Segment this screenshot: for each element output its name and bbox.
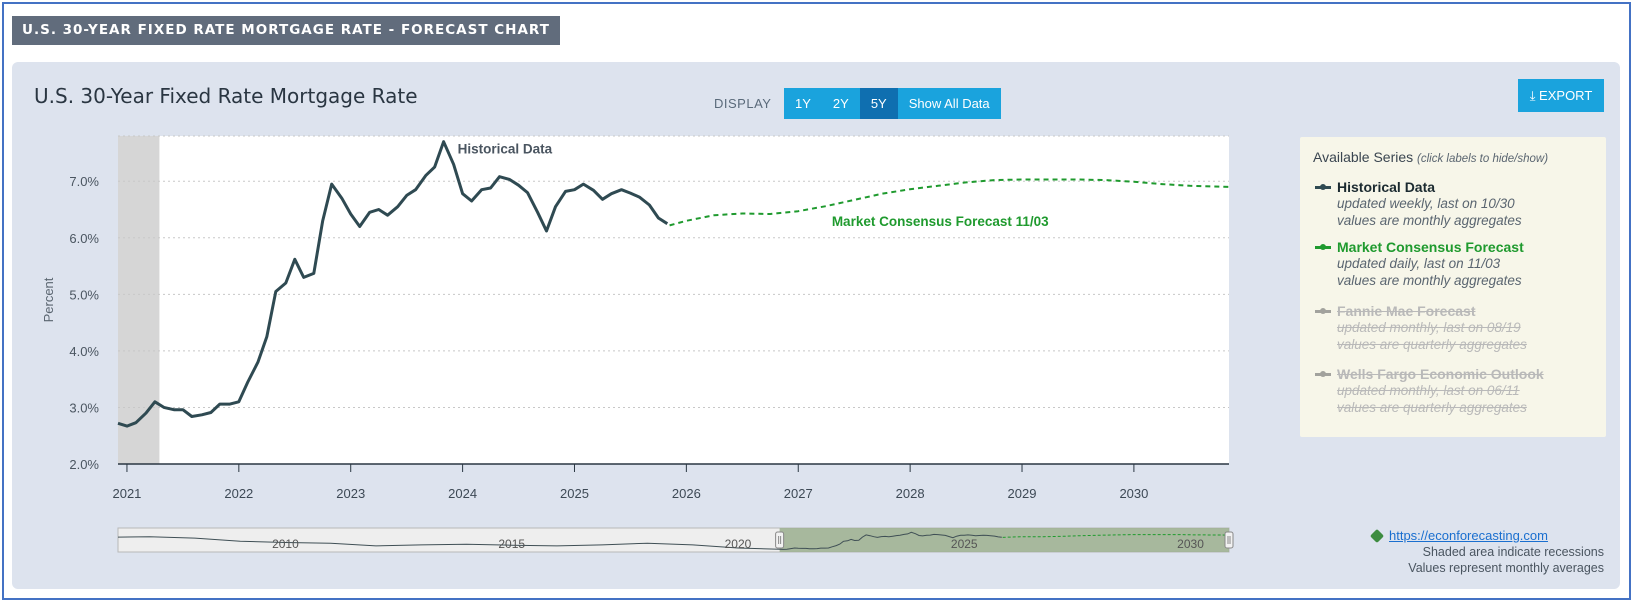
legend-item-label: Fannie Mae Forecast [1337,303,1476,319]
legend-title-text: Available Series [1313,149,1414,165]
range-5y-button[interactable]: 5Y [859,88,898,119]
series-swatch-icon [1315,184,1331,190]
legend-title-hint: (click labels to hide/show) [1417,153,1549,165]
legend-item-label: Historical Data [1337,179,1436,195]
page-banner: U.S. 30-YEAR FIXED RATE MORTGAGE RATE - … [12,16,560,45]
legend-item-desc: updated weekly, last on 10/30 [1337,196,1515,211]
legend-item-wells-fargo[interactable]: Wells Fargo Economic Outlook updated mon… [1313,366,1603,416]
series-swatch-icon [1315,308,1331,314]
display-label: DISPLAY [714,96,772,111]
legend-item-historical[interactable]: Historical Data updated weekly, last on … [1313,179,1603,229]
legend-item-desc: updated daily, last on 11/03 [1337,256,1501,271]
series-swatch-icon [1315,244,1331,250]
legend-item-name: Market Consensus Forecast [1313,239,1603,255]
legend-item-name: Historical Data [1313,179,1603,195]
legend-item-fannie-mae[interactable]: Fannie Mae Forecast updated monthly, las… [1313,303,1603,353]
export-button[interactable]: ⤓ EXPORT [1518,79,1604,112]
legend-item-desc: updated monthly, last on 06/11 [1337,383,1520,398]
legend-panel: Available Series (click labels to hide/s… [1300,137,1606,437]
show-all-data-button[interactable]: Show All Data [897,88,1001,119]
legend-item-desc: values are quarterly aggregates [1337,337,1527,352]
legend-item-desc: values are monthly aggregates [1337,213,1522,228]
chart-title: U.S. 30-Year Fixed Rate Mortgage Rate [34,84,418,108]
legend-item-name: Wells Fargo Economic Outlook [1313,366,1603,382]
range-selector: 1Y 2Y 5Y Show All Data [784,88,1001,119]
legend-item-label: Market Consensus Forecast [1337,239,1524,255]
monthly-average-note: Values represent monthly averages [1408,561,1604,575]
legend-item-market-consensus[interactable]: Market Consensus Forecast updated daily,… [1313,239,1603,289]
series-swatch-icon [1315,371,1331,377]
range-1y-button[interactable]: 1Y [784,88,822,119]
legend-title: Available Series (click labels to hide/s… [1313,149,1548,165]
source-link[interactable]: https://econforecasting.com [1389,528,1548,543]
legend-item-desc: values are monthly aggregates [1337,273,1522,288]
legend-item-desc: updated monthly, last on 08/19 [1337,320,1521,335]
legend-item-label: Wells Fargo Economic Outlook [1337,366,1544,382]
range-2y-button[interactable]: 2Y [821,88,860,119]
recession-note: Shaded area indicate recessions [1422,545,1604,559]
legend-item-name: Fannie Mae Forecast [1313,303,1603,319]
legend-item-desc: values are quarterly aggregates [1337,400,1527,415]
